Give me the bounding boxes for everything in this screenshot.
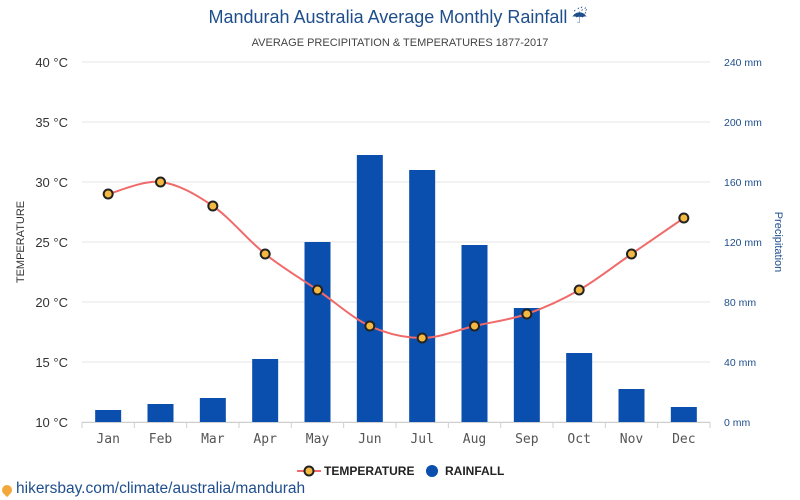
x-tick-label: Jan: [96, 432, 119, 447]
temperature-point: [573, 284, 585, 296]
grid-lines: [82, 61, 710, 423]
chart-title: Mandurah Australia Average Monthly Rainf…: [208, 6, 587, 27]
left-tick-label: 10 °C: [35, 415, 68, 430]
temperature-point: [678, 212, 690, 224]
x-tick-label: May: [306, 432, 330, 447]
temperature-point: [102, 188, 114, 200]
legend-rainfall-marker: [426, 465, 438, 477]
temperature-point: [207, 200, 219, 212]
rainfall-bar: [618, 389, 645, 422]
legend-temperature-label: TEMPERATURE: [324, 464, 414, 478]
rainfall-bar: [199, 398, 226, 422]
rainfall-bar: [513, 308, 540, 422]
temperature-point: [364, 320, 376, 332]
rainfall-bar: [566, 353, 593, 422]
temperature-point: [416, 332, 428, 344]
rainfall-bar: [670, 407, 697, 422]
right-tick-label: 240 mm: [724, 57, 762, 69]
x-tick-label: Apr: [253, 432, 277, 447]
location-pin-icon: [0, 482, 15, 498]
temperature-line: [102, 176, 690, 344]
rainfall-bar: [409, 170, 436, 422]
rainfall-bar: [356, 155, 383, 422]
left-tick-label: 40 °C: [35, 55, 68, 70]
right-tick-label: 160 mm: [724, 177, 762, 189]
rainfall-bar: [147, 404, 174, 422]
right-y-axis: 0 mm 40 mm 80 mm 120 mm 160 mm 200 mm 240 mm: [724, 57, 762, 429]
source-link[interactable]: hikersbay.com/climate/australia/mandurah: [0, 480, 306, 498]
left-tick-label: 15 °C: [35, 355, 68, 370]
x-tick-label: Feb: [149, 432, 173, 447]
right-axis-title: Precipitation: [772, 212, 784, 273]
right-tick-label: 40 mm: [724, 357, 756, 369]
left-axis-title: TEMPERATURE: [15, 201, 27, 283]
legend: TEMPERATURE RAINFALL: [297, 464, 504, 478]
source-link-text: hikersbay.com/climate/australia/mandurah: [16, 480, 306, 497]
temperature-curve: [107, 180, 685, 340]
chart-subtitle: AVERAGE PRECIPITATION & TEMPERATURES 187…: [252, 37, 549, 49]
left-tick-label: 35 °C: [35, 115, 68, 130]
x-tick-label: Nov: [620, 432, 644, 447]
right-tick-label: 80 mm: [724, 297, 756, 309]
x-tick-label: Dec: [672, 432, 695, 447]
rainfall-bars: [95, 155, 697, 422]
legend-rainfall-label: RAINFALL: [445, 464, 504, 478]
temperature-point: [259, 248, 271, 260]
x-tick-label: Jul: [410, 432, 433, 447]
rainfall-bar: [252, 359, 279, 422]
right-tick-label: 200 mm: [724, 117, 762, 129]
x-tick-label: Sep: [515, 432, 539, 447]
left-tick-label: 25 °C: [35, 235, 68, 250]
rainfall-bar: [461, 245, 488, 422]
legend-temperature-marker: [303, 465, 315, 477]
x-tick-label: Jun: [358, 432, 381, 447]
x-axis: Jan Feb Mar Apr May Jun Jul Aug Sep Oct Nov Dec: [81, 422, 711, 447]
temperature-point: [155, 176, 166, 188]
temperature-point: [521, 308, 533, 320]
left-tick-label: 20 °C: [35, 295, 68, 310]
right-tick-label: 120 mm: [724, 237, 762, 249]
x-tick-label: Mar: [201, 432, 225, 447]
rainfall-bar: [95, 410, 122, 422]
umbrella-icon: ☔: [571, 6, 587, 27]
right-tick-label: 0 mm: [724, 417, 751, 429]
left-y-axis: 10 °C 15 °C 20 °C 25 °C 30 °C 35 °C 40 °C: [35, 55, 68, 430]
temperature-point: [469, 320, 480, 332]
x-tick-label: Oct: [567, 432, 590, 447]
left-tick-label: 30 °C: [35, 175, 68, 190]
rainfall-chart: Mandurah Australia Average Monthly Rainf…: [15, 6, 784, 478]
temperature-point: [312, 284, 323, 296]
rainfall-bar: [304, 242, 331, 422]
temperature-point: [626, 248, 637, 260]
x-tick-label: Aug: [463, 432, 486, 447]
